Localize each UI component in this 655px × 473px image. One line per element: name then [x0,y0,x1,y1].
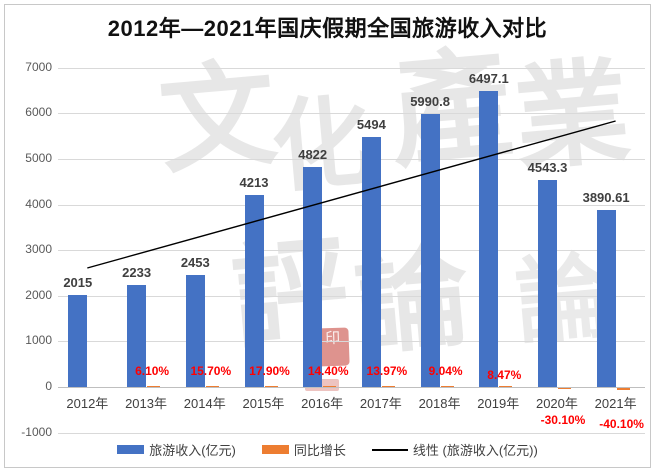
y-axis-tick-label: 3000 [25,242,52,257]
x-axis-label: 2014年 [183,396,226,411]
growth-bar[interactable] [323,386,337,387]
bar-value-label: 4213 [239,174,269,190]
x-axis-label: 2018年 [418,396,461,411]
trendline-swatch [371,448,408,451]
x-axis-label: 2013年 [125,396,167,411]
bar-value-label: 3890.61 [582,189,630,205]
growth-series-swatch [261,445,289,454]
growth-pct-label: -40.10% [599,417,644,431]
revenue-bar[interactable] [361,136,381,387]
x-axis-label: 2020年 [535,396,578,411]
y-axis-tick-label: 1000 [25,333,52,348]
growth-bar[interactable] [205,386,219,387]
x-axis-label: 2015年 [242,396,285,411]
y-axis-tick-label: 0 [45,379,52,393]
legend-item-growth[interactable]: 同比增长 [261,440,346,459]
y-axis-tick-label: 4000 [25,196,52,211]
growth-pct-label: 14.40% [307,364,349,378]
growth-pct-label: -30.10% [540,413,586,427]
y-axis-tick-label: 6000 [25,105,52,120]
x-axis-label: 2021年 [594,396,637,411]
growth-bar[interactable] [558,388,571,390]
revenue-bar[interactable] [479,90,499,387]
bar-value-label: 2453 [180,255,210,271]
revenue-bar[interactable] [244,194,264,387]
x-axis-label: 2016年 [301,396,344,411]
growth-bar[interactable] [499,386,513,387]
chart-title: 2012年—2021年国庆假期全国旅游收入对比 [107,16,548,41]
revenue-bar[interactable] [420,113,440,387]
bar-value-label: 5990.8 [410,93,450,109]
legend-item-revenue[interactable]: 旅游收入(亿元) [117,440,236,459]
growth-pct-label: 13.97% [366,364,408,378]
legend-item-trendline[interactable]: 线性 (旅游收入(亿元)) [371,440,538,459]
revenue-bar[interactable] [127,285,147,387]
growth-bar[interactable] [616,388,630,390]
bar-value-label: 4543.3 [527,159,568,175]
gridline [58,113,645,115]
y-axis-tick-label: -1000 [21,424,52,439]
bar-value-label: 4822 [298,147,328,163]
bar-value-label: 2015 [63,275,93,291]
legend-label: 同比增长 [293,443,346,458]
revenue-bar[interactable] [68,295,88,387]
x-axis-label: 2012年 [66,396,109,411]
bar-value-label: 5494 [356,116,386,132]
legend-label: 旅游收入(亿元) [149,443,236,458]
growth-pct-label: 8.47% [487,368,522,382]
gridline [58,432,645,434]
x-axis-label: 2019年 [477,396,520,411]
trendline[interactable] [87,120,616,269]
growth-bar[interactable] [147,386,161,387]
y-axis-tick-label: 2000 [25,287,52,302]
revenue-series-swatch [117,445,145,454]
x-axis-label: 2017年 [359,396,402,411]
growth-bar[interactable] [381,386,395,387]
watermark-character: 文 [154,51,282,189]
legend-label: 线性 (旅游收入(亿元)) [412,443,538,458]
gridline [58,341,645,343]
chart-legend: 旅游收入(亿元) 同比增长 线性 (旅游收入(亿元)) [0,440,655,459]
gridline [58,295,645,297]
growth-pct-label: 15.70% [190,364,232,378]
bar-value-label: 6497.1 [468,70,509,86]
revenue-bar[interactable] [303,167,323,387]
growth-pct-label: 9.04% [428,364,463,378]
revenue-bar[interactable] [596,209,616,387]
growth-pct-label: 17.90% [249,364,290,378]
y-axis-tick-label: 5000 [25,151,52,165]
revenue-bar[interactable] [185,275,205,387]
y-axis-tick-label: 7000 [25,59,52,74]
gridline [58,67,645,69]
revenue-bar[interactable] [538,179,557,387]
zero-gridline [58,387,645,388]
growth-bar[interactable] [440,386,454,387]
bar-value-label: 2233 [122,265,152,281]
growth-bar[interactable] [264,386,278,387]
growth-pct-label: 6.10% [135,364,170,378]
